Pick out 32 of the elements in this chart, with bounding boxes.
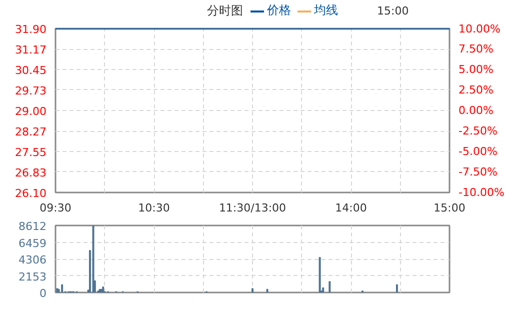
y2-tick-label: -7.50% bbox=[458, 166, 498, 178]
y-tick-label: 31.90 bbox=[15, 23, 47, 36]
y-tick-label: 30.45 bbox=[15, 64, 47, 77]
y2-tick-label: 5.00% bbox=[458, 63, 494, 76]
x-tick-label: 14:00 bbox=[335, 202, 367, 214]
y2-tick-label: 10.00% bbox=[458, 22, 500, 36]
y-tick-label: 29.00 bbox=[15, 105, 47, 118]
legend-label: 均线 bbox=[314, 2, 338, 19]
y-tick-label: 28.27 bbox=[15, 126, 47, 139]
y2-tick-label: 0.00% bbox=[458, 104, 494, 117]
x-tick-label: 09:30 bbox=[40, 202, 72, 214]
y2-tick-label: -5.00% bbox=[458, 145, 498, 158]
y-tick-label: 26.10 bbox=[15, 187, 47, 200]
y-tick-label: 8612 bbox=[18, 220, 47, 233]
y-tick-label: 0 bbox=[40, 287, 46, 300]
x-tick-label: 10:30 bbox=[138, 202, 170, 214]
text: 15:00 bbox=[376, 4, 409, 18]
y-tick-label: 4306 bbox=[18, 254, 47, 266]
x-tick-label: 15:00 bbox=[434, 202, 466, 214]
x-tick-label: 11:30/13:00 bbox=[218, 202, 286, 214]
y2-tick-label: -10.00% bbox=[458, 186, 504, 199]
y-tick-label: 6459 bbox=[18, 236, 47, 250]
y-tick-label: 31.17 bbox=[15, 44, 47, 57]
y-tick-label: 27.55 bbox=[15, 146, 47, 159]
chart-title: 分时图 bbox=[206, 4, 243, 18]
legend-label: 价格 bbox=[267, 2, 291, 19]
y-tick-label: 2153 bbox=[18, 270, 47, 284]
y2-tick-label: 2.50% bbox=[458, 84, 494, 96]
y-tick-label: 26.83 bbox=[15, 166, 47, 180]
y2-tick-label: 7.50% bbox=[458, 42, 494, 56]
y2-tick-label: -2.50% bbox=[458, 124, 498, 138]
y-tick-label: 29.73 bbox=[15, 84, 47, 98]
